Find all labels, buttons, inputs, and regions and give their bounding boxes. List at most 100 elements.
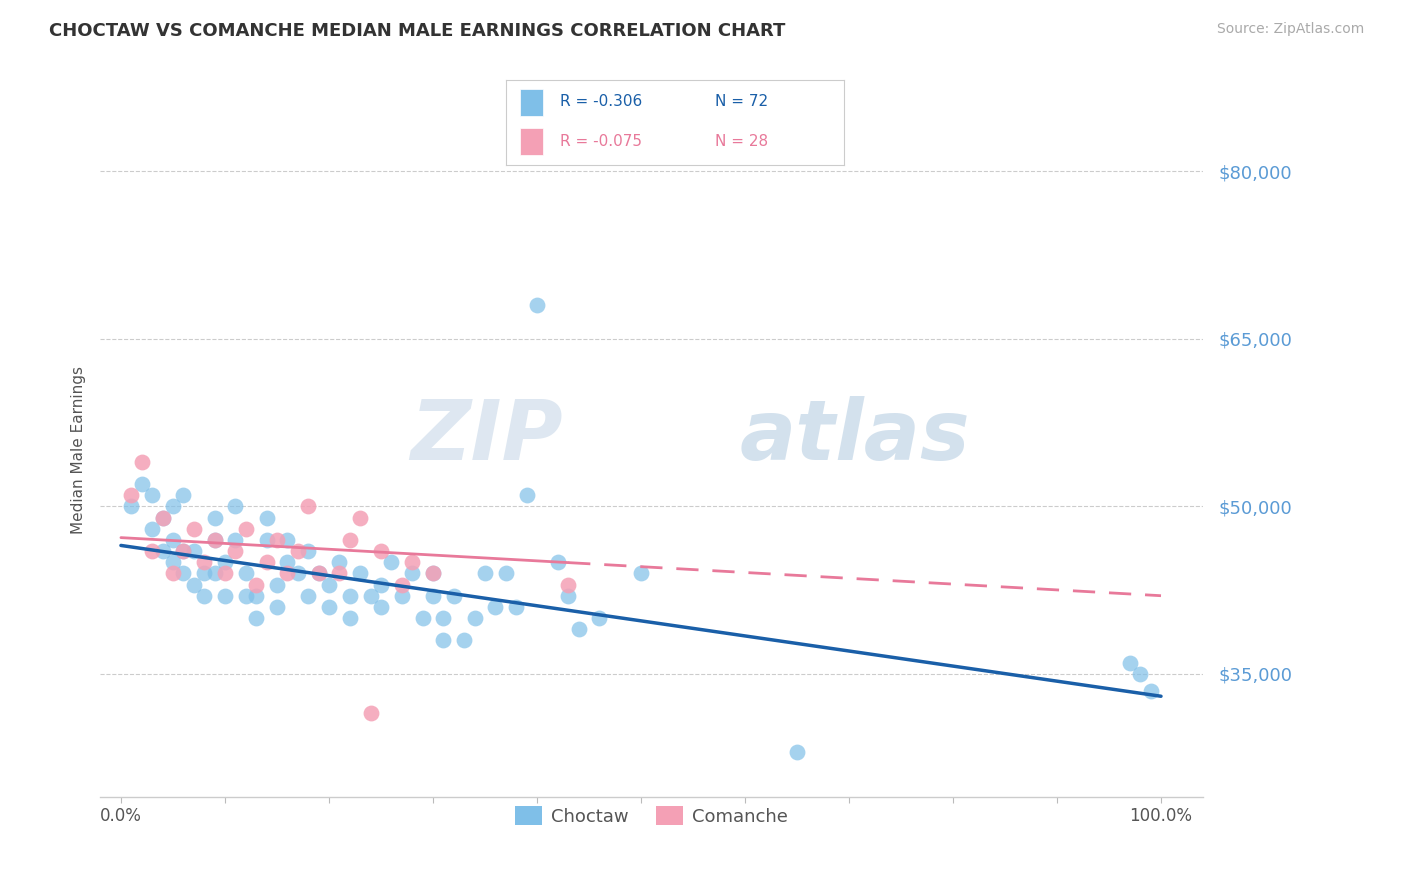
Point bbox=[567, 622, 589, 636]
Point bbox=[557, 589, 579, 603]
Point bbox=[630, 566, 652, 581]
Point bbox=[349, 510, 371, 524]
Point bbox=[152, 544, 174, 558]
Point bbox=[339, 589, 361, 603]
Point bbox=[120, 488, 142, 502]
Point bbox=[224, 500, 246, 514]
Point bbox=[391, 589, 413, 603]
Point bbox=[256, 510, 278, 524]
Point bbox=[276, 533, 298, 547]
Point bbox=[339, 611, 361, 625]
Point bbox=[256, 533, 278, 547]
Point bbox=[297, 500, 319, 514]
Text: N = 28: N = 28 bbox=[716, 134, 769, 149]
Point bbox=[193, 589, 215, 603]
Point bbox=[214, 555, 236, 569]
Point bbox=[141, 544, 163, 558]
Point bbox=[391, 577, 413, 591]
Point bbox=[318, 577, 340, 591]
Point bbox=[235, 566, 257, 581]
Text: R = -0.075: R = -0.075 bbox=[560, 134, 643, 149]
Point bbox=[204, 510, 226, 524]
Point bbox=[183, 544, 205, 558]
Bar bbox=[520, 128, 543, 155]
Point bbox=[588, 611, 610, 625]
Point bbox=[453, 633, 475, 648]
Point bbox=[172, 544, 194, 558]
Point bbox=[131, 477, 153, 491]
Point bbox=[547, 555, 569, 569]
Point bbox=[422, 566, 444, 581]
Text: CHOCTAW VS COMANCHE MEDIAN MALE EARNINGS CORRELATION CHART: CHOCTAW VS COMANCHE MEDIAN MALE EARNINGS… bbox=[49, 22, 786, 40]
Text: ZIP: ZIP bbox=[411, 396, 564, 477]
Point bbox=[443, 589, 465, 603]
Point bbox=[401, 555, 423, 569]
Point bbox=[557, 577, 579, 591]
Point bbox=[141, 488, 163, 502]
Point bbox=[276, 566, 298, 581]
Point bbox=[308, 566, 330, 581]
Point bbox=[328, 566, 350, 581]
Point bbox=[360, 706, 382, 720]
Point bbox=[204, 533, 226, 547]
Point bbox=[162, 566, 184, 581]
Point bbox=[474, 566, 496, 581]
Point bbox=[495, 566, 517, 581]
Point bbox=[505, 599, 527, 614]
Point bbox=[131, 455, 153, 469]
Point bbox=[266, 599, 288, 614]
Point bbox=[152, 510, 174, 524]
Point bbox=[370, 544, 392, 558]
Point bbox=[287, 544, 309, 558]
Point bbox=[422, 589, 444, 603]
Point bbox=[162, 555, 184, 569]
Point bbox=[1119, 656, 1142, 670]
Point bbox=[152, 510, 174, 524]
Point bbox=[214, 566, 236, 581]
Point bbox=[214, 589, 236, 603]
Point bbox=[401, 566, 423, 581]
Point bbox=[162, 533, 184, 547]
Point bbox=[204, 566, 226, 581]
Legend: Choctaw, Comanche: Choctaw, Comanche bbox=[508, 799, 794, 833]
Text: R = -0.306: R = -0.306 bbox=[560, 94, 643, 109]
Point bbox=[297, 589, 319, 603]
Point bbox=[516, 488, 538, 502]
Point bbox=[172, 488, 194, 502]
Point bbox=[172, 544, 194, 558]
Point bbox=[370, 599, 392, 614]
Point bbox=[432, 633, 454, 648]
Point bbox=[204, 533, 226, 547]
Point bbox=[432, 611, 454, 625]
Point bbox=[245, 589, 267, 603]
Point bbox=[287, 566, 309, 581]
Point bbox=[297, 544, 319, 558]
Point bbox=[339, 533, 361, 547]
Point bbox=[141, 522, 163, 536]
Point bbox=[235, 522, 257, 536]
Point bbox=[370, 577, 392, 591]
Point bbox=[183, 522, 205, 536]
Text: Source: ZipAtlas.com: Source: ZipAtlas.com bbox=[1216, 22, 1364, 37]
Point bbox=[464, 611, 486, 625]
Text: N = 72: N = 72 bbox=[716, 94, 769, 109]
Point bbox=[349, 566, 371, 581]
Point bbox=[224, 544, 246, 558]
Point bbox=[1139, 683, 1161, 698]
Point bbox=[193, 566, 215, 581]
Point bbox=[162, 500, 184, 514]
Point bbox=[245, 577, 267, 591]
Point bbox=[412, 611, 434, 625]
Point bbox=[193, 555, 215, 569]
Point bbox=[256, 555, 278, 569]
Point bbox=[266, 533, 288, 547]
Point bbox=[360, 589, 382, 603]
Point bbox=[318, 599, 340, 614]
Point bbox=[380, 555, 402, 569]
Point bbox=[183, 577, 205, 591]
Point bbox=[484, 599, 506, 614]
Point bbox=[235, 589, 257, 603]
Bar bbox=[520, 89, 543, 116]
Point bbox=[1129, 666, 1152, 681]
Point bbox=[224, 533, 246, 547]
